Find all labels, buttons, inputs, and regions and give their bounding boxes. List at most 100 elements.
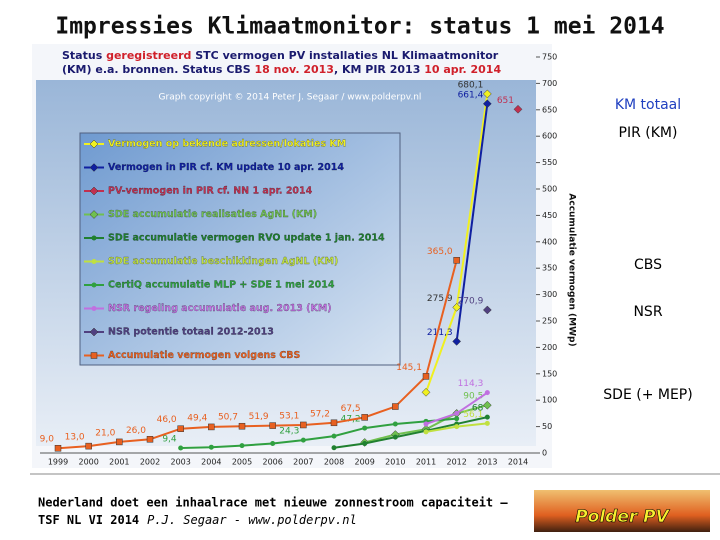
marker xyxy=(392,403,399,410)
y-tick-label: 700 xyxy=(542,79,557,88)
legend-swatch xyxy=(89,210,99,219)
x-tick-label: 2009 xyxy=(354,458,374,467)
series-line xyxy=(455,103,489,342)
marker xyxy=(85,442,92,450)
subtitle: (KM) e.a. bronnen. Status CBS 18 nov. 20… xyxy=(62,63,501,76)
marker xyxy=(270,440,276,446)
footer-event: TSF NL VI 2014 xyxy=(38,513,139,527)
value-label: 13,0 xyxy=(65,433,85,443)
marker xyxy=(484,414,490,420)
marker xyxy=(482,89,492,99)
marker xyxy=(331,445,337,451)
legend-label: NSR regeling accumulatie aug. 2013 (KM) xyxy=(108,303,332,314)
value-label: 53,1 xyxy=(279,411,299,421)
marker xyxy=(361,414,368,421)
marker xyxy=(452,302,462,312)
footer-line: Nederland doet een inhaalrace met nieuwe… xyxy=(38,496,508,510)
subtitle-part: , KM PIR 2013 xyxy=(334,63,424,76)
subtitle-part: geregistreerd xyxy=(106,49,191,62)
y-tick-label: 450 xyxy=(542,211,557,220)
y-tick-label: 650 xyxy=(542,105,557,114)
y-axis-label: Accumulatie vermogen (MWp) xyxy=(567,193,577,346)
value-label: 365,0 xyxy=(427,247,453,257)
value-label: 51,9 xyxy=(249,412,269,422)
marker xyxy=(146,436,154,443)
marker xyxy=(513,104,523,114)
value-label: 9,4 xyxy=(162,435,177,445)
marker xyxy=(392,434,398,440)
value-label: 56,1 xyxy=(463,410,483,420)
subtitle: Status geregistreerd STC vermogen PV ins… xyxy=(62,49,499,62)
marker xyxy=(421,387,431,397)
x-tick-label: 2013 xyxy=(477,458,497,467)
x-tick-label: 2000 xyxy=(78,458,98,467)
marker xyxy=(452,337,462,346)
marker xyxy=(178,445,184,451)
legend-swatch xyxy=(91,282,97,288)
x-tick-label: 1999 xyxy=(48,458,68,467)
y-tick-label: 100 xyxy=(542,396,557,405)
marker xyxy=(208,423,215,431)
y-tick-label: 50 xyxy=(542,422,552,431)
marker xyxy=(208,444,214,450)
series-line xyxy=(180,417,457,450)
marker xyxy=(423,429,429,435)
marker xyxy=(116,438,123,446)
marker xyxy=(331,433,337,439)
marker xyxy=(238,422,246,430)
subtitle-part: Status xyxy=(62,49,106,62)
y-tick-label: 350 xyxy=(542,264,557,273)
legend-swatch xyxy=(89,186,99,196)
x-tick-label: 2002 xyxy=(140,458,160,467)
subtitle-part: 10 apr. 2014 xyxy=(424,63,501,76)
legend-swatch xyxy=(91,235,97,241)
value-label: 270,9 xyxy=(458,296,484,306)
subtitle-part: 18 nov. 2013 xyxy=(255,63,334,76)
y-tick-label: 500 xyxy=(542,185,557,194)
y-tick-label: 250 xyxy=(542,317,557,326)
footer-author: P.J. Segaar - www.polderpv.nl xyxy=(147,513,357,527)
marker xyxy=(484,390,490,396)
slide-title: Impressies Klimaatmonitor: status 1 mei … xyxy=(55,14,664,40)
logo-box xyxy=(534,490,710,532)
side-label: SDE (+ MEP) xyxy=(603,387,692,403)
side-label: CBS xyxy=(634,257,662,273)
x-tick-label: 2007 xyxy=(293,458,313,467)
side-label: NSR xyxy=(633,304,662,320)
value-label: 21,0 xyxy=(95,428,115,438)
y-tick-label: 750 xyxy=(542,53,557,62)
marker xyxy=(362,440,368,446)
legend-swatch xyxy=(91,306,97,311)
value-label: 114,3 xyxy=(458,379,484,389)
y-tick-label: 0 xyxy=(542,449,547,458)
x-tick-label: 2004 xyxy=(201,458,221,467)
value-label: 49,4 xyxy=(187,413,207,423)
value-label: 46,0 xyxy=(157,415,177,425)
footer-line: TSF NL VI 2014 P.J. Segaar - www.polderpv… xyxy=(38,513,357,527)
legend-label: PV-vermogen in PIR cf. NN 1 apr. 2014 xyxy=(108,186,313,197)
marker xyxy=(239,443,245,449)
value-label: 67,5 xyxy=(341,404,361,414)
value-label: 50,7 xyxy=(218,413,238,423)
value-label: 26,0 xyxy=(126,426,146,436)
marker xyxy=(482,400,492,410)
legend-swatch xyxy=(89,139,99,149)
marker xyxy=(54,444,62,452)
value-label: 680,1 xyxy=(458,80,484,90)
y-tick-label: 300 xyxy=(542,290,557,299)
marker xyxy=(454,410,460,416)
legend-swatch xyxy=(90,352,98,359)
marker xyxy=(423,421,429,427)
value-label: 275,9 xyxy=(427,294,453,304)
logo: Polder PV xyxy=(575,507,670,527)
legend-label: Accumulatie vermogen volgens CBS xyxy=(108,350,300,361)
x-tick-label: 2005 xyxy=(232,458,252,467)
x-tick-label: 2011 xyxy=(416,458,436,467)
value-label: 661,4 xyxy=(458,90,484,100)
y-tick-label: 200 xyxy=(542,343,557,352)
value-label: 24,3 xyxy=(279,427,299,437)
marker xyxy=(453,257,460,264)
subtitle-part: (KM) e.a. bronnen. Status CBS xyxy=(62,63,255,76)
marker xyxy=(269,422,276,429)
legend-swatch xyxy=(89,163,99,172)
